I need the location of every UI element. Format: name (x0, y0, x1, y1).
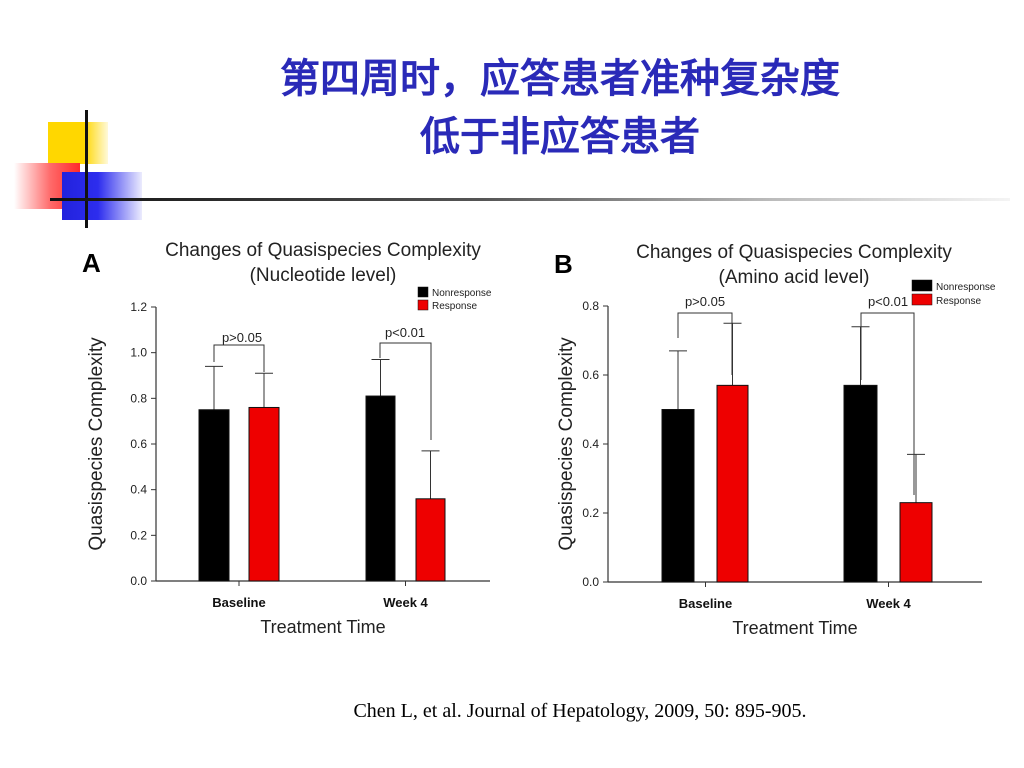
bar-response (415, 498, 446, 582)
y-tick-label: 0.0 (130, 574, 147, 588)
bar-nonresponse (843, 384, 878, 583)
y-tick-label: 0.4 (582, 437, 599, 451)
y-tick-label: 0.8 (582, 299, 599, 313)
legend-swatch (911, 279, 933, 292)
chart-panel-b: B Changes of Quasispecies Complexity (Amin… (554, 242, 996, 638)
x-axis-label: Treatment Time (260, 617, 385, 637)
panel-label: B (554, 249, 573, 279)
bar-response (899, 502, 933, 583)
legend-swatch (911, 293, 933, 306)
y-tick-label: 1.0 (130, 346, 147, 360)
legend-swatch (417, 286, 429, 298)
slide-title: 第四周时，应答患者准种复杂度 低于非应答患者 (180, 50, 940, 166)
y-tick-label: 0.2 (130, 528, 147, 542)
significance-bracket (860, 312, 915, 495)
significance-label: p>0.05 (685, 294, 725, 309)
y-tick-label: 0.4 (130, 483, 147, 497)
y-tick-label: 0.6 (130, 437, 147, 451)
y-tick-label: 0.2 (582, 506, 599, 520)
panel-label: A (82, 248, 101, 278)
slide-title-line1: 第四周时，应答患者准种复杂度 (280, 56, 840, 102)
y-axis-label: Quasispecies Complexity (86, 337, 107, 551)
bar-response (248, 406, 280, 582)
y-tick-label: 0.8 (130, 391, 147, 405)
legend-label: Nonresponse (432, 288, 492, 299)
significance-label: p<0.01 (868, 294, 908, 309)
decor-vertical-line (85, 110, 88, 228)
chart-subtitle: (Amino acid level) (719, 267, 870, 288)
chart-title: Changes of Quasispecies Complexity (165, 240, 481, 261)
significance-bracket (677, 312, 733, 375)
decor-blue-square (62, 172, 142, 220)
x-axis-label: Treatment Time (732, 618, 857, 638)
chart-subtitle: (Nucleotide level) (250, 265, 397, 286)
legend-swatch (417, 299, 429, 311)
significance-label: p<0.01 (385, 325, 425, 340)
bar-nonresponse (198, 409, 230, 582)
y-tick-label: 0.6 (582, 368, 599, 382)
x-tick-label: Baseline (679, 596, 732, 611)
y-tick-label: 1.2 (130, 300, 147, 314)
significance-label: p>0.05 (222, 330, 262, 345)
y-axis-label: Quasispecies Complexity (556, 337, 577, 551)
y-tick-label: 0.0 (582, 575, 599, 589)
x-tick-label: Baseline (212, 595, 265, 610)
bar-response (716, 384, 749, 583)
chart-panel-a: A Changes of Quasispecies Complexity (Nucl… (82, 240, 492, 637)
x-tick-label: Week 4 (866, 596, 911, 611)
citation: Chen L, et al. Journal of Hepatology, 20… (353, 700, 807, 722)
significance-bracket (379, 342, 432, 440)
x-tick-label: Week 4 (383, 595, 428, 610)
significance-bracket (213, 344, 265, 372)
decor-yellow-square (48, 122, 108, 164)
legend-label: Response (432, 301, 477, 312)
legend-label: Response (936, 296, 981, 307)
decor-horizontal-rule (50, 198, 1010, 201)
legend-label: Nonresponse (936, 282, 996, 293)
bar-nonresponse (365, 395, 396, 582)
bar-nonresponse (661, 409, 695, 583)
slide-title-line2: 低于非应答患者 (420, 114, 700, 160)
chart-title: Changes of Quasispecies Complexity (636, 242, 952, 263)
